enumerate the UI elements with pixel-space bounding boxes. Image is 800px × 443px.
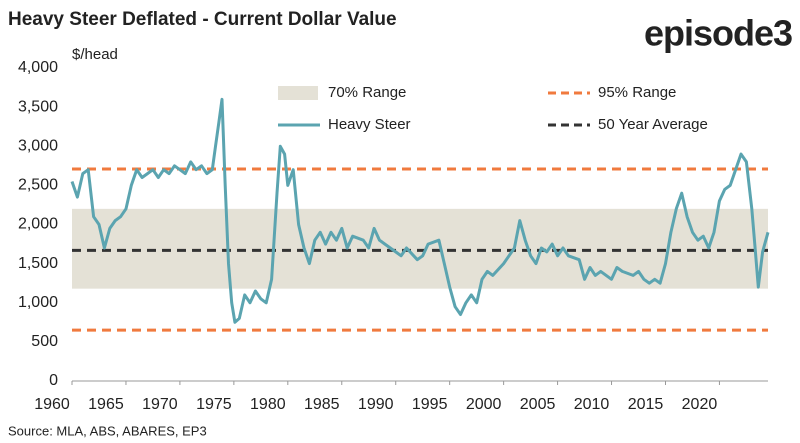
x-tick-label: 1975 xyxy=(196,396,232,413)
chart-title: Heavy Steer Deflated - Current Dollar Va… xyxy=(8,9,397,30)
y-tick-label: 4,000 xyxy=(18,59,58,76)
range-band xyxy=(72,208,768,289)
x-tick-label: 1960 xyxy=(34,396,70,413)
x-tick-label: 1965 xyxy=(88,396,124,413)
legend-label: 95% Range xyxy=(598,84,676,101)
y-tick-label: 1,000 xyxy=(18,294,58,311)
y-tick-label: 500 xyxy=(31,333,58,350)
y-tick-label: 2,000 xyxy=(18,216,58,233)
x-tick-label: 1985 xyxy=(304,396,340,413)
x-tick-label: 2015 xyxy=(628,396,664,413)
x-tick-label: 2010 xyxy=(574,396,610,413)
x-tick-label: 1990 xyxy=(358,396,394,413)
source-note: Source: MLA, ABS, ABARES, EP3 xyxy=(8,423,207,438)
y-tick-label: 3,000 xyxy=(18,137,58,154)
legend-label: 50 Year Average xyxy=(598,116,708,133)
y-tick-label: 3,500 xyxy=(18,98,58,115)
y-tick-label: 1,500 xyxy=(18,255,58,272)
line-series xyxy=(70,97,770,324)
x-tick-label: 1980 xyxy=(250,396,286,413)
legend-swatch xyxy=(278,86,318,100)
x-tick-label: 1970 xyxy=(142,396,178,413)
y-tick-label: 0 xyxy=(49,372,58,389)
legend-label: 70% Range xyxy=(328,84,406,101)
y-tick-label: 2,500 xyxy=(18,177,58,194)
legend-label: Heavy Steer xyxy=(328,116,411,133)
x-tick-label: 2000 xyxy=(466,396,502,413)
brand-logo: episode3 xyxy=(644,13,792,54)
x-tick-label: 1995 xyxy=(412,396,448,413)
x-tick-label: 2020 xyxy=(682,396,718,413)
x-tick-label: 2005 xyxy=(520,396,556,413)
y-axis-label: $/head xyxy=(72,46,118,63)
